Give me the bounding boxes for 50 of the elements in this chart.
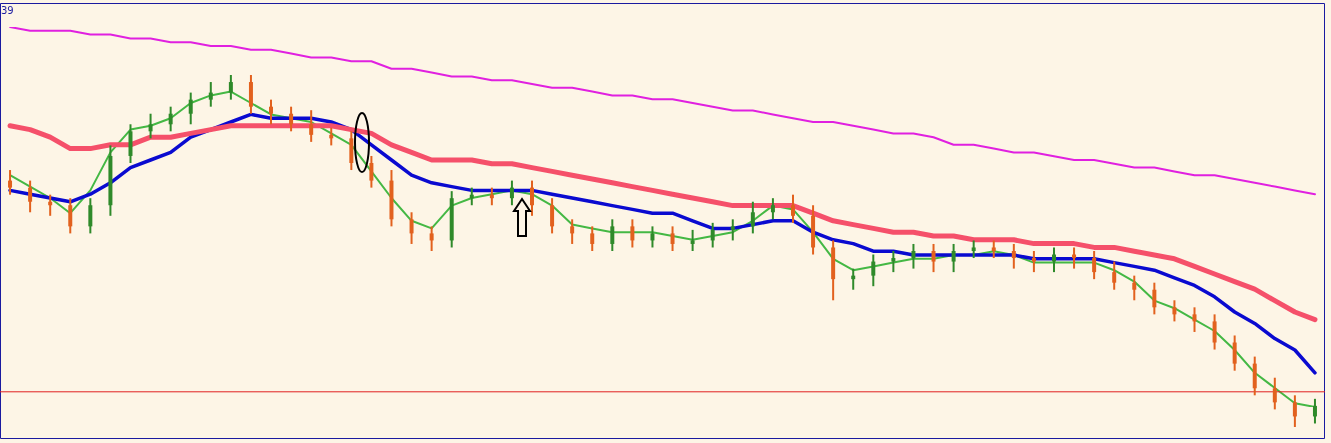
candlestick — [570, 218, 575, 245]
candlestick — [1172, 299, 1177, 323]
candlestick — [1192, 306, 1197, 333]
candlestick — [530, 179, 535, 217]
candlestick — [790, 193, 795, 224]
candlestick — [1092, 250, 1097, 281]
candlestick — [269, 98, 274, 126]
candlestick — [590, 225, 595, 252]
candlestick — [68, 197, 73, 235]
candlestick — [1232, 334, 1237, 372]
candlestick — [369, 154, 374, 189]
candlestick — [168, 105, 173, 133]
candlestick — [1132, 274, 1137, 302]
candlestick — [650, 225, 655, 249]
candlestick — [690, 228, 695, 252]
candlestick — [670, 225, 675, 252]
candlestick — [550, 197, 555, 235]
candlestick — [148, 112, 153, 140]
candlestick — [710, 221, 715, 249]
candlestick — [1112, 260, 1117, 291]
candlestick — [931, 242, 936, 274]
candlestick — [1292, 394, 1297, 428]
candlestick — [409, 211, 414, 245]
candlestick — [28, 179, 33, 214]
text: 39 — [1, 4, 14, 16]
candlestick — [730, 218, 735, 242]
candlestick — [309, 109, 314, 143]
candlestick — [208, 81, 213, 108]
candlestick — [1312, 397, 1317, 425]
candlestick — [1011, 242, 1016, 270]
candlestick — [871, 253, 876, 288]
candlestick — [88, 197, 93, 235]
candlestick — [891, 250, 896, 274]
candlestick — [750, 200, 755, 235]
candlestick — [610, 218, 615, 252]
candlestick — [1152, 281, 1157, 316]
candlestick — [8, 169, 13, 196]
candlestick — [1272, 376, 1277, 411]
candlestick — [429, 225, 434, 252]
candlestick — [509, 179, 514, 207]
candlestick — [911, 242, 916, 270]
candlestick — [1031, 250, 1036, 274]
candlestick — [1212, 313, 1217, 351]
candlestick — [188, 91, 193, 126]
candlestick — [1051, 246, 1056, 274]
candlestick — [228, 74, 233, 101]
candlestick — [289, 105, 294, 133]
candlestick — [951, 242, 956, 274]
candlestick — [770, 197, 775, 221]
candlestick — [630, 218, 635, 249]
